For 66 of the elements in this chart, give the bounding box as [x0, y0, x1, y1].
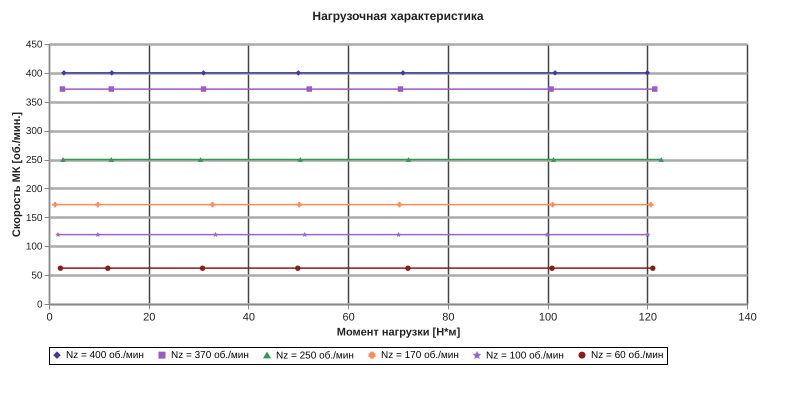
point [108, 86, 114, 92]
point [644, 70, 650, 76]
point [52, 202, 58, 208]
point [55, 232, 61, 237]
legend-label: Nz = 250 об./мин [276, 350, 354, 362]
point [210, 202, 216, 208]
point [550, 157, 556, 162]
chart-title: Нагрузочная характеристика [312, 9, 484, 23]
y-tick-label: 350 [26, 97, 43, 108]
legend-label: Nz = 400 об./мин [66, 350, 144, 362]
x-tick-label: 0 [46, 312, 53, 324]
point [658, 157, 664, 162]
point [549, 265, 555, 271]
y-tick-label: 400 [26, 68, 43, 80]
point [306, 86, 312, 92]
point [406, 157, 412, 162]
legend-label: Nz = 170 об./мин [381, 350, 459, 362]
y-tick-label: 200 [26, 184, 43, 195]
y-tick-label: 0 [36, 300, 43, 310]
point [400, 70, 406, 76]
point [200, 265, 206, 271]
point [95, 232, 100, 237]
legend-label: Nz = 370 об./мин [171, 350, 249, 362]
point [60, 157, 66, 162]
point [105, 265, 111, 271]
x-tick-label: 100 [538, 312, 558, 324]
point [200, 86, 206, 92]
x-tick-label: 20 [143, 312, 156, 324]
y-tick-label: 450 [26, 40, 43, 50]
point [645, 232, 650, 237]
point [544, 232, 550, 237]
point [200, 70, 206, 76]
legend-label: Nz = 100 об./мин [486, 350, 564, 362]
x-tick-label: 140 [738, 312, 757, 324]
x-tick-label: 120 [638, 312, 657, 324]
point [61, 70, 67, 76]
point [60, 86, 66, 92]
y-tick-label: 50 [31, 270, 43, 282]
point [650, 265, 656, 271]
point [398, 86, 404, 92]
point [58, 265, 64, 271]
point [550, 202, 556, 208]
point [295, 265, 301, 271]
point [108, 157, 114, 162]
point [552, 70, 558, 76]
point [652, 86, 658, 92]
x-tick-label: 40 [242, 312, 256, 324]
legend-label: Nz = 60 об./мин [591, 350, 664, 362]
x-tick-label: 60 [342, 312, 355, 324]
point [648, 202, 654, 208]
y-axis-title: Скорость МК [об./мин.] [10, 112, 23, 238]
point [405, 265, 411, 271]
point [396, 232, 402, 237]
x-axis-title: Момент нагрузки [Н*м] [336, 326, 461, 338]
y-tick-label: 150 [26, 212, 43, 224]
x-tick-label: 80 [442, 312, 454, 324]
point [302, 232, 308, 237]
y-tick-label: 250 [26, 155, 43, 166]
point [298, 157, 304, 162]
point [212, 232, 218, 237]
point [548, 86, 554, 92]
point [198, 157, 204, 162]
y-tick-label: 300 [26, 126, 43, 138]
point [296, 202, 302, 208]
point [95, 202, 101, 208]
y-tick-label: 100 [26, 242, 43, 253]
